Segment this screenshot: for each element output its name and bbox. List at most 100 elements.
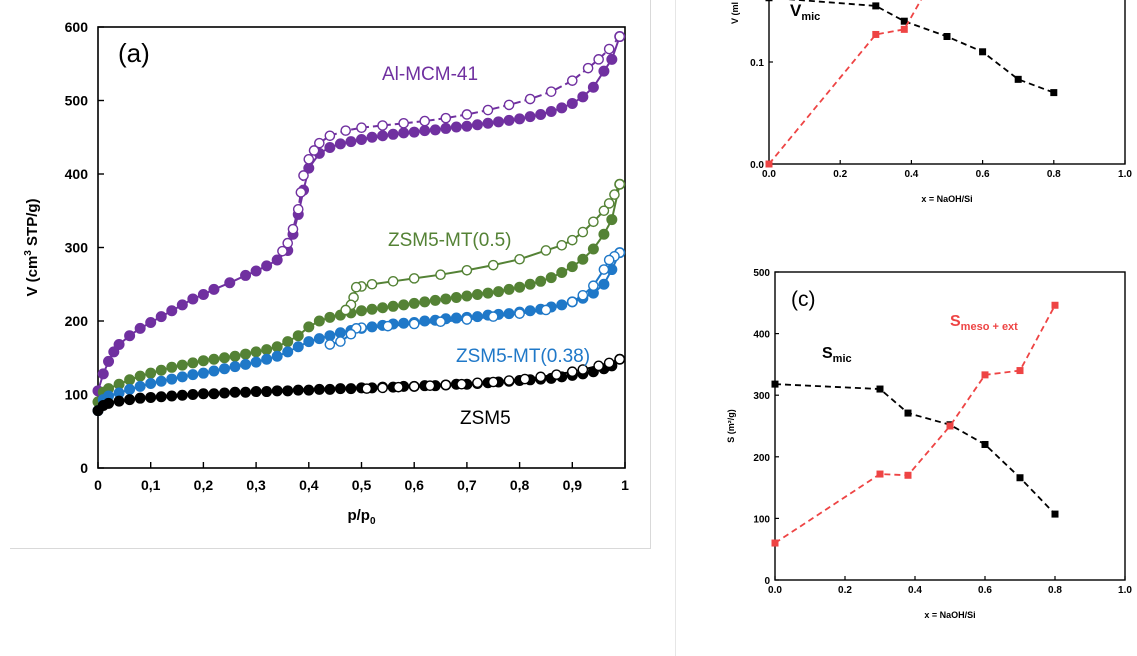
zsm5-adsorption-point <box>313 383 325 395</box>
zsm5-mt-0-5-adsorption-point <box>208 353 220 365</box>
zsm5-mt-0-38-desorption-point <box>345 328 357 340</box>
zsm5-adsorption-point <box>176 389 188 401</box>
y-axis-title: V (ml <box>730 2 740 24</box>
y-axis-title-main: V (cm <box>24 256 41 297</box>
zsm5-mt-0-5-adsorption-point <box>324 311 336 323</box>
zsm5-mt-0-38-adsorption-point <box>218 363 230 375</box>
zsm5-mt-0-5-adsorption-point <box>303 321 315 333</box>
al-mcm-41-desorption-point <box>277 245 288 257</box>
al-mcm-41-desorption-point <box>398 117 409 129</box>
al-mcm-41-desorption-point <box>419 115 431 127</box>
zsm5-mt-0-38-adsorption-point <box>503 308 515 320</box>
zsm5-mt-0-38-adsorption-point <box>187 369 199 381</box>
red-series-point <box>765 160 773 168</box>
zsm5-mt-0-38-adsorption-point <box>155 375 167 387</box>
zsm5-mt-0-5-adsorption-point <box>471 289 483 301</box>
y-tick-label: 300 <box>753 391 770 402</box>
annotation-main: S <box>950 313 961 330</box>
al-mcm-41-desorption-point <box>614 31 626 42</box>
al-mcm-41-adsorption-point <box>208 283 220 295</box>
al-mcm-41-adsorption-point <box>155 311 167 323</box>
zsm5-mt-0-5-adsorption-point <box>598 228 610 240</box>
y-tick-label: 0 <box>764 576 770 587</box>
red-series-point <box>876 470 884 478</box>
al-mcm-41-adsorption-point <box>224 277 236 289</box>
al-mcm-41-adsorption-point <box>134 322 146 334</box>
zsm5-mt-0-5-desorption-point <box>577 226 589 238</box>
zsm5-mt-0-5-adsorption-point <box>261 344 273 356</box>
zsm5-mt-0-5-adsorption-point <box>419 296 431 308</box>
zsm5-mt-0-5-adsorption-point <box>218 352 230 364</box>
zsm5-mt-0-38-desorption-point <box>540 304 552 316</box>
al-mcm-41-adsorption-point <box>250 265 262 277</box>
al-mcm-41-adsorption-point <box>345 136 357 148</box>
zsm5-mt-0-38-desorption-point <box>577 289 589 301</box>
zsm5-mt-0-5-adsorption-point <box>493 286 505 298</box>
zsm5-adsorption-point <box>345 383 357 395</box>
zsm5-adsorption-point <box>124 394 136 406</box>
x-tick-label: 0.8 <box>1047 169 1061 180</box>
zsm5-mt-0-5-adsorption-point <box>155 364 167 376</box>
zsm5-mt-0-38-adsorption-point <box>524 305 536 317</box>
zsm5-mt-0-5-desorption-point <box>408 273 420 284</box>
zsm5-mt-0-5-adsorption-point <box>282 336 294 348</box>
zsm5-mt-0-38-desorption-point <box>335 336 346 347</box>
al-mcm-41-adsorption-point <box>356 133 367 145</box>
zsm5-mt-0-5-adsorption-point <box>229 350 241 362</box>
zsm5-mt-0-5-desorption-point <box>598 205 610 217</box>
al-mcm-41-desorption-point <box>324 130 336 142</box>
x-tick-label: 0.0 <box>762 169 776 180</box>
zsm5-adsorption-point <box>334 383 346 395</box>
zsm5-mt-0-38-adsorption-point <box>313 333 325 345</box>
y-tick-label: 0.0 <box>750 160 764 171</box>
zsm5-mt-0-38-adsorption-point <box>282 346 294 358</box>
zsm5-adsorption-point <box>145 391 157 403</box>
panel-label-c: (c) <box>791 288 816 311</box>
al-mcm-41-adsorption-point <box>503 114 515 126</box>
y-axis-title-superscript: 3 <box>23 250 34 256</box>
zsm5-mt-0-5-desorption-point <box>387 276 399 287</box>
vmic-label-subscript: mic <box>801 11 820 23</box>
al-mcm-41-adsorption-point <box>566 97 578 109</box>
zsm5-mt-0-5-adsorption-point <box>514 281 526 293</box>
al-mcm-41-adsorption-point <box>408 126 420 138</box>
x-axis-title: x = NaOH/Si <box>924 610 975 620</box>
zsm5-adsorption-point <box>103 397 115 409</box>
x-tick-label: 0,6 <box>404 477 424 493</box>
red-series-point <box>981 371 989 379</box>
x-tick-label: 0.6 <box>978 585 992 596</box>
zsm5-mt-0-5-desorption-point <box>340 304 351 316</box>
x-tick-label: 0.4 <box>904 169 918 180</box>
zsm5-adsorption-point <box>261 386 273 398</box>
al-mcm-41-desorption-point <box>567 75 578 86</box>
red-series-point <box>1051 301 1059 309</box>
al-mcm-41-adsorption-point <box>145 316 157 328</box>
al-mcm-41-desorption-point <box>314 137 325 149</box>
zsm5-desorption-point <box>614 353 626 365</box>
zsm5-mt-0-38-adsorption-point <box>292 341 304 353</box>
zsm5-adsorption-point <box>229 386 241 398</box>
zsm5-adsorption-point <box>187 389 199 400</box>
y-tick-label: 100 <box>65 387 89 403</box>
zsm5-mt-0-5-adsorption-point <box>134 370 146 382</box>
al-mcm-41-desorption-point <box>461 109 473 120</box>
y-tick-label: 400 <box>753 330 770 341</box>
al-mcm-41-label: Al-MCM-41 <box>382 64 478 85</box>
al-mcm-41-adsorption-point <box>606 53 618 65</box>
zsm5-mt-0-38-adsorption-point <box>261 353 273 365</box>
plot-frame <box>774 271 1126 581</box>
x-tick-label: 0.6 <box>976 169 990 180</box>
al-mcm-41-desorption-point <box>356 122 367 133</box>
zsm5-mt-0-38-adsorption-point <box>145 377 157 389</box>
zsm5-mt-0-5-adsorption-point <box>124 374 136 386</box>
zsm5-mt-0-38-adsorption-point <box>334 327 346 339</box>
zsm5-mt-0-5-adsorption-point <box>556 266 568 278</box>
zsm5-mt-0-38-desorption-point <box>324 339 336 350</box>
zsm5-mt-0-5-adsorption-point <box>240 348 252 360</box>
y-tick-label: 400 <box>65 166 89 182</box>
al-mcm-41-adsorption-point <box>556 102 568 114</box>
al-mcm-41-adsorption-point <box>103 355 115 367</box>
al-mcm-41-adsorption-point <box>377 130 389 142</box>
zsm5-mt-0-5-adsorption-point <box>250 346 262 358</box>
zsm5-desorption-point <box>593 360 604 372</box>
